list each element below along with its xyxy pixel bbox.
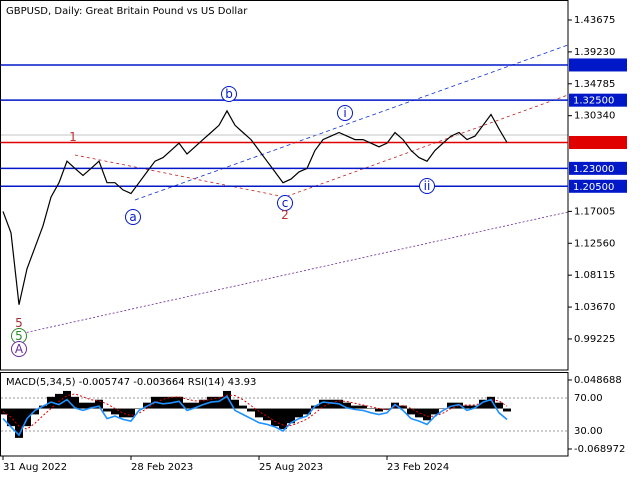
macd-bar	[367, 408, 375, 410]
macd-bar	[487, 396, 495, 409]
macd-bar	[183, 402, 191, 409]
wave-marker	[419, 178, 435, 194]
macd-bar	[415, 408, 423, 418]
macd-bar	[503, 408, 511, 412]
level-label: 1.23000	[573, 164, 614, 175]
wave-label: c	[282, 196, 289, 210]
macd-bar	[351, 405, 359, 409]
level-label-box	[569, 58, 627, 72]
macd-bar	[319, 399, 327, 409]
wave-label: b	[225, 87, 233, 101]
wave-label: a	[129, 210, 136, 224]
y-tick-label: 1.17005	[574, 206, 615, 217]
macd-bar	[463, 405, 471, 409]
macd-bar	[431, 408, 439, 415]
indicator-title: MACD(5,34,5) -0.005747 -0.003664 RSI(14)…	[6, 377, 256, 388]
macd-bar	[455, 402, 463, 409]
macd-bar	[95, 399, 103, 409]
trend-line	[74, 94, 569, 198]
wave-marker	[337, 105, 353, 121]
macd-bar	[439, 408, 447, 410]
trend-line	[14, 211, 569, 336]
wave-label: A	[15, 342, 24, 356]
y-tick-label: 0.048688	[574, 375, 622, 386]
x-tick-label: 23 Feb 2024	[387, 462, 449, 473]
macd-bar	[303, 408, 311, 415]
y2-tick-label: 30.00	[574, 426, 603, 437]
macd-bar	[287, 408, 295, 424]
macd-bar	[375, 408, 383, 412]
y-tick-label: 1.12560	[574, 238, 615, 249]
macd-bar	[327, 399, 335, 409]
macd-bar	[279, 408, 287, 430]
macd-bar	[159, 396, 167, 409]
price-line	[2, 109, 508, 305]
macd-bar	[247, 408, 255, 412]
level-label: 1.32500	[573, 96, 614, 107]
macd-bar	[119, 408, 127, 418]
macd-bar	[399, 405, 407, 409]
macd-bar	[271, 408, 279, 427]
macd-bar	[103, 408, 111, 412]
macd-bar	[383, 408, 391, 410]
wave-marker	[277, 195, 293, 211]
macd-bar	[423, 408, 431, 421]
wave-label: 1	[69, 130, 77, 144]
wave-marker	[125, 209, 141, 225]
main-frame	[0, 0, 569, 371]
macd-bar	[175, 396, 183, 409]
y2-tick-label: 70.00	[574, 393, 603, 404]
macd-bar	[239, 405, 247, 409]
wave-label: 2	[281, 208, 289, 222]
y-tick-label: 1.43675	[574, 15, 615, 26]
macd-bar	[263, 408, 271, 421]
macd-bar	[479, 399, 487, 409]
macd-bar	[407, 408, 415, 415]
level-label-box	[569, 135, 627, 149]
macd-bar	[111, 408, 119, 415]
macd-bar	[215, 396, 223, 409]
level-label: 1.20500	[573, 182, 614, 193]
y-tick-label: 1.08115	[574, 270, 615, 281]
wave-label: i	[343, 106, 346, 120]
level-label-box	[569, 161, 627, 175]
y-tick-label: 1.03670	[574, 302, 615, 313]
macd-bar	[79, 402, 87, 409]
macd-bar	[255, 408, 263, 418]
y-tick-label: -0.068972	[574, 444, 625, 455]
wave-label: ii	[424, 179, 431, 193]
macd-bar	[359, 405, 367, 409]
macd-bar	[135, 408, 143, 410]
level-label-box	[569, 179, 627, 193]
signal-line	[2, 393, 508, 430]
wave-marker	[11, 341, 27, 357]
macd-bar	[87, 402, 95, 409]
macd-bar	[295, 408, 303, 418]
y-tick-label: 1.39230	[574, 47, 615, 58]
macd-bar	[231, 399, 239, 409]
wave-label: 5	[15, 329, 23, 343]
macd-bar	[23, 408, 31, 427]
y-tick-label: 1.34785	[574, 79, 615, 90]
x-tick-label: 31 Aug 2022	[3, 462, 67, 473]
y-tick-label: 0.99225	[574, 334, 615, 345]
x-tick-label: 25 Aug 2023	[259, 462, 323, 473]
macd-bar	[223, 390, 231, 409]
macd-bar	[15, 408, 23, 438]
macd-bar	[495, 402, 503, 409]
macd-bar	[71, 396, 79, 409]
rsi-line	[2, 395, 508, 437]
wave-label: 5	[15, 316, 23, 330]
wave-marker	[221, 86, 237, 102]
level-label-box	[569, 93, 627, 107]
macd-bar	[127, 408, 135, 418]
chart-title: GBPUSD, Daily: Great Britain Pound vs US…	[6, 6, 248, 17]
y-tick-label: 1.30340	[574, 111, 615, 122]
macd-bar	[343, 402, 351, 409]
x-tick-label: 28 Feb 2023	[131, 462, 193, 473]
macd-bar	[191, 402, 199, 409]
